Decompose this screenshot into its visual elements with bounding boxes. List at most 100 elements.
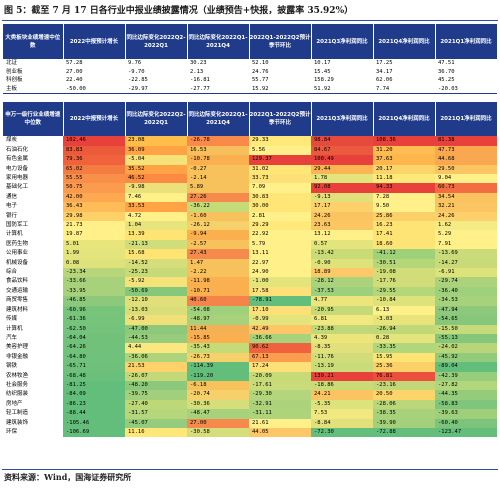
- industry-value: 2.81: [249, 211, 311, 222]
- industry-value: 21.73: [63, 221, 125, 231]
- industry-value: -38.35: [373, 409, 435, 419]
- industry-value: 22.97: [249, 258, 311, 269]
- industry-row: 电子 36.43 33.53 -36.22 30.00 17.17 9.50 32.21: [3, 202, 497, 212]
- industry-row: 钢铁 -65.71 21.53 -114.39 17.24 -13.19 25.36 -89.…: [3, 362, 497, 372]
- board-value: 36.70: [435, 67, 497, 77]
- industry-value: 9.04: [435, 174, 497, 184]
- industry-value: 20.17: [373, 164, 435, 174]
- industry-value: 83.83: [63, 145, 125, 156]
- industry-value: -72.30: [311, 427, 373, 438]
- board-value: 22.40: [63, 76, 125, 85]
- industry-name: 医药生物: [3, 239, 63, 250]
- industry-value: -27.82: [435, 380, 497, 391]
- industry-value: -5.04: [125, 155, 187, 165]
- industry-row: 银行 29.98 4.72 -1.60 2.81 24.26 25.86 24.26: [3, 211, 497, 222]
- industry-value: -5.92: [125, 277, 187, 287]
- industry-value: -10.84: [373, 296, 435, 306]
- industry-value: 34.54: [435, 192, 497, 203]
- board-value: 15.92: [249, 84, 311, 95]
- industry-value: 4.39: [311, 333, 373, 344]
- industry-value: -29.55: [373, 286, 435, 297]
- board-value: 62.06: [373, 76, 435, 85]
- industry-value: 31.20: [373, 145, 435, 156]
- industry-value: 25.86: [373, 211, 435, 222]
- industry-value: -20.74: [187, 390, 249, 400]
- table1-header-cell: 2021Q4净利润同比: [373, 24, 436, 59]
- industry-value: -21.13: [125, 239, 187, 250]
- industry-value: 15.68: [125, 249, 187, 259]
- industry-name: 银行: [3, 211, 63, 222]
- industry-value: 17.58: [249, 286, 311, 297]
- board-value: -27.77: [187, 84, 249, 95]
- industry-value: 67.13: [249, 352, 311, 363]
- industry-name: 计算机: [3, 324, 63, 334]
- industry-value: -8.35: [311, 343, 373, 353]
- industry-row: 建筑材料 -60.96 -13.03 -54.08 17.10 -20.95 6.13 -47…: [3, 305, 497, 316]
- industry-name: 基础化工: [3, 183, 63, 193]
- industry-value: -2.14: [187, 174, 249, 184]
- industry-name: 有色金属: [3, 155, 63, 165]
- industry-row: 房地产 -86.23 -27.40 -30.36 -32.91 -5.35 -28.06 -5…: [3, 399, 497, 410]
- table1-header-row: 大类板块业绩增速中位数 2022中报预计增长 同比边际变化2022Q2-2022Q1…: [3, 24, 498, 59]
- industry-value: 100.49: [311, 155, 373, 165]
- table2-header-cell: 申万一级行业业绩增速中位数: [3, 102, 64, 137]
- board-name: 北证: [3, 59, 63, 68]
- industry-row: 机械设备 0.08 -14.52 1.47 22.97 -0.90 -30.51 -14.27: [3, 258, 497, 269]
- industry-value: -36.66: [249, 333, 311, 344]
- industry-value: 29.29: [249, 221, 311, 231]
- industry-value: 22.92: [249, 230, 311, 240]
- industry-value: -36.22: [187, 202, 249, 212]
- industry-value: 139.21: [311, 371, 373, 381]
- board-value: -50.00: [63, 84, 125, 95]
- industry-name: 综合: [3, 268, 63, 278]
- industry-name: 美容护理: [3, 343, 63, 353]
- industry-value: -0.27: [187, 164, 249, 174]
- industry-value: -10.78: [187, 155, 249, 165]
- industry-value: 84.67: [311, 145, 373, 156]
- industry-row: 基础化工 50.75 -9.98 5.89 7.09 92.08 94.33 60.73: [3, 183, 497, 193]
- industry-name: 交通运输: [3, 286, 63, 297]
- industry-value: -78.91: [249, 296, 311, 306]
- industry-row: 电力设备 65.02 35.52 -0.27 31.02 29.44 20.17 29.50: [3, 164, 497, 174]
- industry-value: -25.23: [125, 268, 187, 278]
- industry-row: 商贸零售 -46.85 -12.10 40.60 -78.91 4.77 -10.84 -34…: [3, 296, 497, 306]
- industry-value: -0.99: [249, 315, 311, 325]
- industry-value: -30.36: [187, 399, 249, 410]
- industry-value: -26.94: [373, 324, 435, 334]
- industry-value: -26.78: [187, 136, 249, 146]
- industry-value: -32.91: [249, 399, 311, 410]
- industry-row: 汽车 -64.04 -44.53 -15.85 -36.66 4.39 0.28 -55.13: [3, 333, 497, 344]
- industry-value: 50.75: [63, 183, 125, 193]
- industry-value: -54.08: [187, 305, 249, 316]
- table-gap: [3, 93, 497, 103]
- industry-row: 有色金属 79.36 -5.04 -10.78 129.37 100.49 37.63 44.…: [3, 155, 497, 165]
- industry-name: 食品饮料: [3, 277, 63, 287]
- industry-value: 94.33: [373, 183, 435, 193]
- industry-value: -15.50: [435, 324, 497, 334]
- industry-value: 0.28: [373, 333, 435, 344]
- industry-row: 社会服务 -81.25 -48.20 -6.18 -17.61 -18.86 -23.16-…: [3, 380, 497, 391]
- industry-row: 环保 -106.69 11.16 -30.58 44.05 -72.30 -72.88 -12…: [3, 427, 497, 438]
- industry-value: -33.66: [63, 277, 125, 287]
- industry-value: -13.42: [311, 249, 373, 259]
- industry-value: -11.76: [311, 352, 373, 363]
- industry-value: -8.84: [311, 418, 373, 428]
- industry-name: 国防军工: [3, 221, 63, 231]
- industry-value: -11.98: [187, 277, 249, 287]
- industry-value: -48.20: [125, 380, 187, 391]
- industry-value: 11.44: [187, 324, 249, 334]
- industry-value: -55.13: [435, 333, 497, 344]
- industry-value: 5.01: [63, 239, 125, 250]
- board-value: 10.17: [311, 59, 373, 68]
- industry-name: 非银金融: [3, 352, 63, 363]
- industry-value: -28.12: [311, 277, 373, 287]
- figure-title: 图 5：截至 7 月 17 日各行业中报业绩披露情况（业绩预告+快报，披露率 3…: [4, 6, 354, 16]
- industry-value: 4.77: [311, 296, 373, 306]
- industry-value: 20.50: [373, 390, 435, 400]
- industry-value: -17.76: [373, 277, 435, 287]
- industry-value: -6.91: [435, 268, 497, 278]
- industry-value: -24.02: [435, 343, 497, 353]
- industry-value: -13.19: [311, 362, 373, 372]
- industry-value: -29.30: [249, 390, 311, 400]
- industry-value: 5.79: [249, 239, 311, 250]
